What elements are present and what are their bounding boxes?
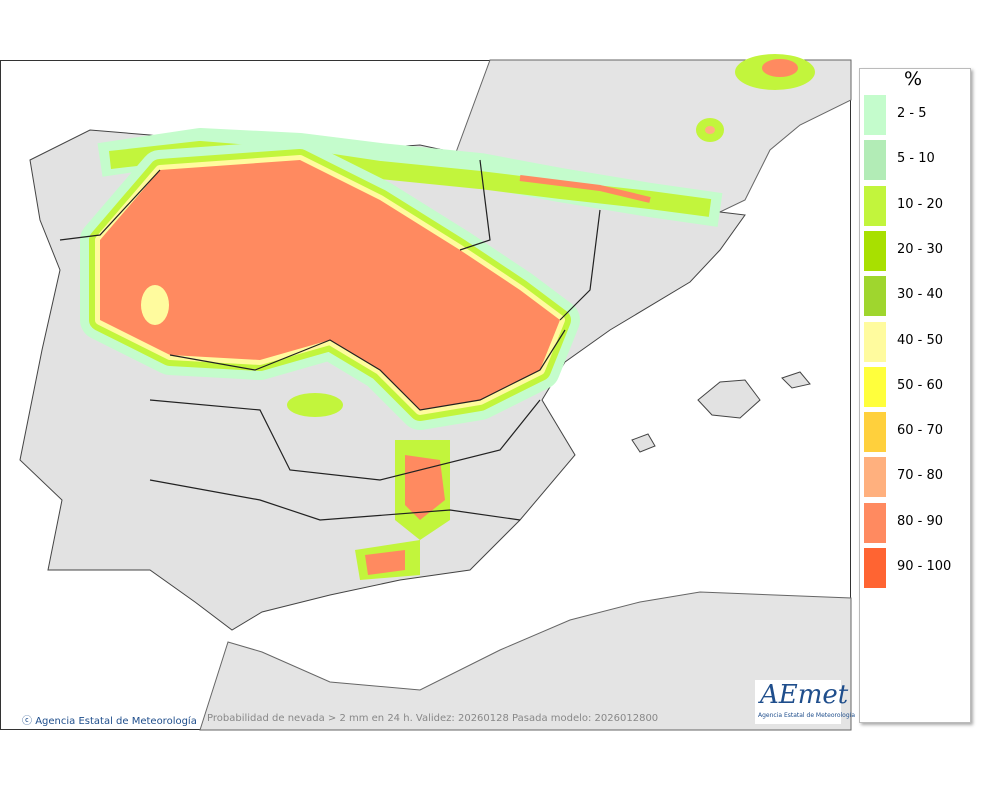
legend-swatch bbox=[864, 276, 886, 317]
credit: ⓒ Agencia Estatal de Meteorología bbox=[22, 712, 197, 727]
legend-title: % bbox=[904, 68, 923, 90]
legend-label: 20 - 30 bbox=[897, 241, 944, 257]
ibiza bbox=[631, 433, 656, 453]
legend-label: 90 - 100 bbox=[897, 559, 952, 574]
legend-swatch bbox=[864, 457, 886, 498]
copyright-icon: ⓒ bbox=[22, 716, 32, 727]
logo-name: AEmet bbox=[760, 680, 849, 710]
legend-swatch bbox=[864, 230, 886, 271]
legend-label: 2 - 5 bbox=[897, 106, 927, 121]
legend-swatch bbox=[864, 185, 886, 226]
logo-subtitle: Agencia Estatal de Meteorología bbox=[758, 712, 855, 719]
legend-label: 60 - 70 bbox=[897, 423, 944, 439]
region-borders bbox=[59, 159, 601, 521]
mallorca bbox=[697, 379, 761, 419]
caption: Probabilidad de nevada > 2 mm en 24 h. V… bbox=[207, 713, 659, 724]
legend-label: 70 - 80 bbox=[897, 468, 944, 484]
snow-probability bbox=[80, 54, 815, 580]
legend-label: 30 - 40 bbox=[897, 287, 944, 303]
legend-swatch bbox=[864, 412, 886, 453]
menorca bbox=[781, 371, 811, 389]
legend-label: 40 - 50 bbox=[897, 332, 944, 348]
legend-label: 10 - 20 bbox=[897, 196, 944, 212]
legend-swatch bbox=[864, 95, 886, 135]
legend-label: 80 - 90 bbox=[897, 513, 944, 529]
legend-swatch bbox=[864, 502, 886, 543]
legend-swatch bbox=[864, 140, 886, 181]
africa bbox=[199, 591, 852, 731]
legend-swatch bbox=[864, 321, 886, 362]
legend-swatch bbox=[864, 366, 886, 407]
credit-text: Agencia Estatal de Meteorología bbox=[35, 716, 197, 727]
legend-label: 5 - 10 bbox=[897, 151, 935, 167]
legend-label: 50 - 60 bbox=[897, 377, 944, 393]
logo-box bbox=[755, 680, 841, 724]
legend-swatch bbox=[864, 548, 886, 588]
